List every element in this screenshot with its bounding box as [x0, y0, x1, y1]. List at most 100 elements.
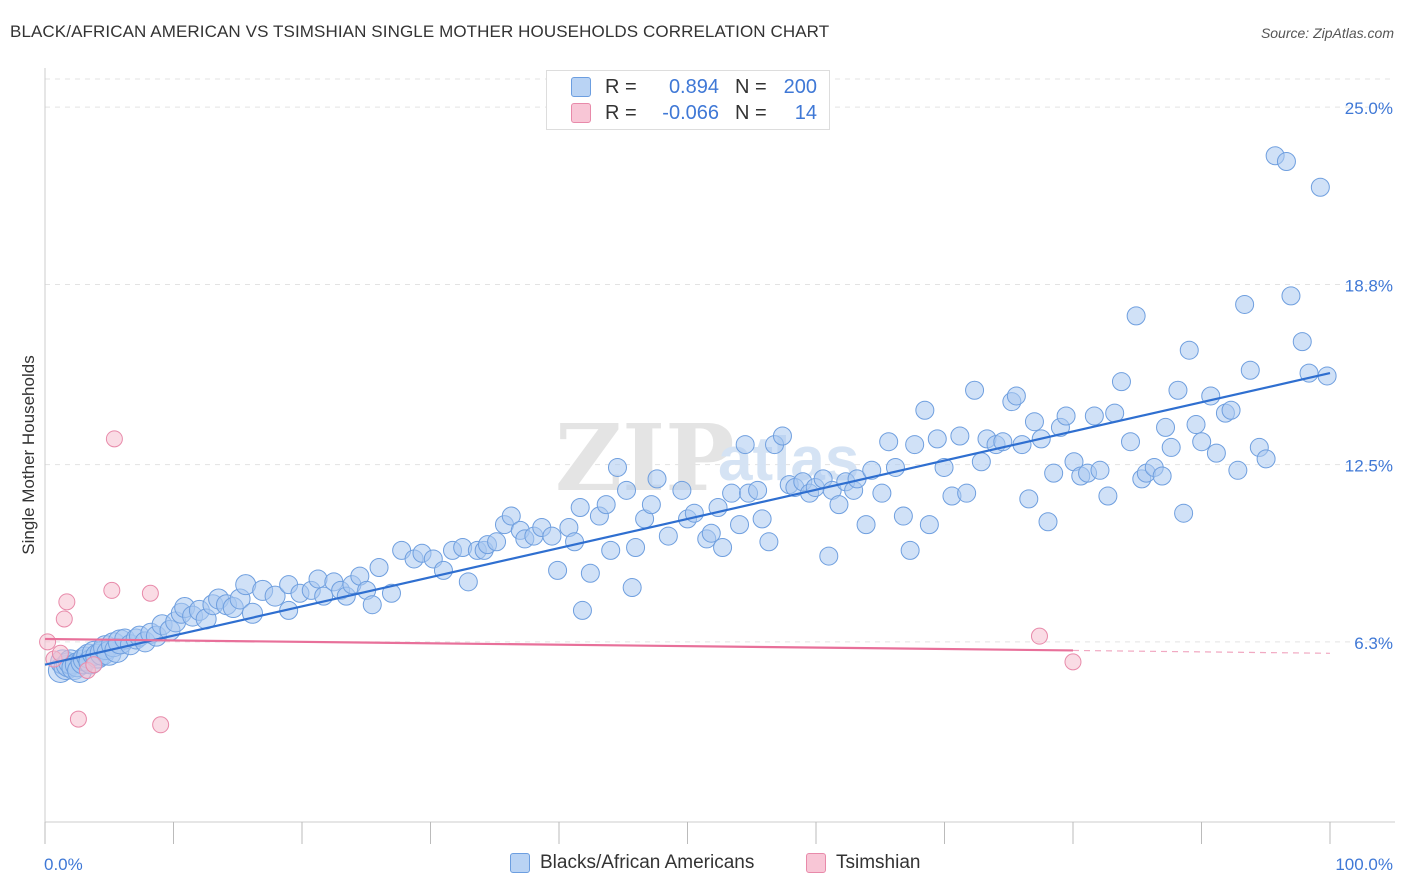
data-point-blacks	[772, 426, 792, 446]
data-point-blacks	[819, 546, 839, 566]
data-point-blacks	[900, 540, 920, 560]
legend-item-blacks[interactable]: Blacks/African Americans	[510, 852, 754, 874]
tick-labels: 6.3% 12.5% 18.8% 25.0% 0.0% 100.0% Single Moth…	[19, 99, 1393, 874]
data-point-blacks	[458, 572, 478, 592]
data-point-blacks	[1228, 460, 1248, 480]
data-point-tsimshian	[141, 584, 159, 602]
data-point-tsimshian	[1064, 653, 1082, 671]
data-point-blacks	[1276, 151, 1296, 171]
watermark-zip: ZIP	[555, 404, 734, 512]
y-axis-title: Single Mother Households	[19, 355, 38, 554]
data-point-blacks	[1156, 417, 1176, 437]
data-point-blacks	[829, 495, 849, 515]
trend-lines	[44, 372, 1331, 666]
data-point-blacks	[1098, 486, 1118, 506]
y-tick-label: 25.0%	[1345, 99, 1393, 118]
legend-row-blacks: R = 0.894 N = 200	[547, 74, 817, 100]
data-point-blacks	[570, 497, 590, 517]
data-point-blacks	[1121, 432, 1140, 452]
data-point-blacks	[487, 532, 507, 552]
legend-item-tsimshian[interactable]: Tsimshian	[806, 852, 920, 874]
data-point-blacks	[927, 429, 947, 449]
data-point-tsimshian	[103, 581, 121, 599]
data-point-blacks	[381, 583, 401, 603]
blue-swatch	[571, 77, 591, 97]
data-point-blacks	[965, 380, 985, 400]
data-point-blacks	[501, 506, 521, 526]
correlation-legend: R = 0.894 N = 200 R = -0.066 N = 14	[546, 70, 830, 130]
n-value: 14	[794, 101, 817, 124]
data-point-blacks	[580, 563, 600, 583]
y-tick-label: 12.5%	[1345, 457, 1393, 476]
data-point-blacks	[607, 457, 627, 477]
data-point-blacks	[1281, 286, 1301, 306]
data-point-blacks	[879, 432, 899, 452]
data-point-blacks	[1006, 386, 1026, 406]
x-tick-label-max: 100.0%	[1335, 855, 1393, 874]
r-label: R =	[605, 101, 637, 124]
data-point-blacks	[1168, 380, 1188, 400]
data-point-blacks	[647, 469, 667, 489]
data-point-blacks	[1044, 463, 1064, 483]
y-tick-label: 6.3%	[1354, 634, 1393, 653]
x-tick-label-min: 0.0%	[44, 855, 83, 874]
data-point-tsimshian	[1030, 627, 1048, 645]
trend-line-tsimshian-extension	[1072, 649, 1331, 654]
data-point-blacks	[1152, 466, 1172, 486]
data-point-tsimshian	[55, 610, 73, 628]
data-point-tsimshian	[152, 716, 170, 734]
data-point-blacks	[722, 483, 742, 503]
data-point-blacks	[1192, 432, 1212, 452]
data-point-blacks	[542, 526, 562, 546]
data-point-blacks	[672, 480, 692, 500]
data-point-blacks	[1206, 443, 1226, 463]
legend-label-blacks: Blacks/African Americans	[540, 852, 755, 873]
data-point-blacks	[934, 457, 954, 477]
data-point-blacks	[919, 515, 939, 535]
chart-title: BLACK/AFRICAN AMERICAN VS TSIMSHIAN SING…	[10, 22, 830, 41]
data-point-blacks	[1084, 406, 1104, 426]
data-point-blacks	[1038, 512, 1058, 532]
data-point-blacks	[362, 595, 382, 615]
data-point-blacks	[748, 480, 768, 500]
legend-row-tsimshian: R = -0.066 N = 14	[547, 100, 817, 126]
data-point-blacks	[957, 483, 977, 503]
data-point-tsimshian	[105, 430, 123, 448]
data-point-blacks	[950, 426, 970, 446]
data-point-blacks	[1174, 503, 1194, 523]
n-label: N =	[735, 101, 767, 124]
data-point-blacks	[658, 526, 678, 546]
data-point-blacks	[1221, 400, 1241, 420]
pink-swatch	[571, 103, 591, 123]
data-point-blacks	[862, 460, 882, 480]
r-value: 0.894	[668, 75, 719, 98]
data-point-blacks	[1024, 412, 1044, 432]
data-point-blacks	[1310, 177, 1330, 197]
data-point-blacks	[1161, 437, 1181, 457]
n-label: N =	[735, 75, 767, 98]
data-point-blacks	[641, 495, 661, 515]
data-point-blacks	[1126, 306, 1146, 326]
data-point-tsimshian	[39, 633, 57, 651]
data-point-blacks	[601, 540, 621, 560]
y-tick-label: 18.8%	[1345, 276, 1393, 295]
blacks-series-points	[47, 146, 1337, 683]
data-point-blacks	[1292, 332, 1312, 352]
data-point-blacks	[905, 435, 925, 455]
data-point-blacks	[701, 523, 721, 543]
data-point-blacks	[872, 483, 892, 503]
data-point-blacks	[1179, 340, 1199, 360]
data-point-blacks	[735, 435, 755, 455]
data-point-blacks	[759, 532, 779, 552]
data-point-blacks	[1256, 449, 1276, 469]
data-point-blacks	[1090, 460, 1110, 480]
tsimshian-series-points	[39, 430, 1082, 734]
data-point-blacks	[893, 506, 913, 526]
data-point-blacks	[572, 600, 592, 620]
axes	[44, 68, 1395, 844]
data-point-blacks	[617, 480, 637, 500]
data-point-blacks	[596, 495, 616, 515]
legend-label-tsimshian: Tsimshian	[836, 852, 921, 873]
data-point-blacks	[971, 452, 991, 472]
